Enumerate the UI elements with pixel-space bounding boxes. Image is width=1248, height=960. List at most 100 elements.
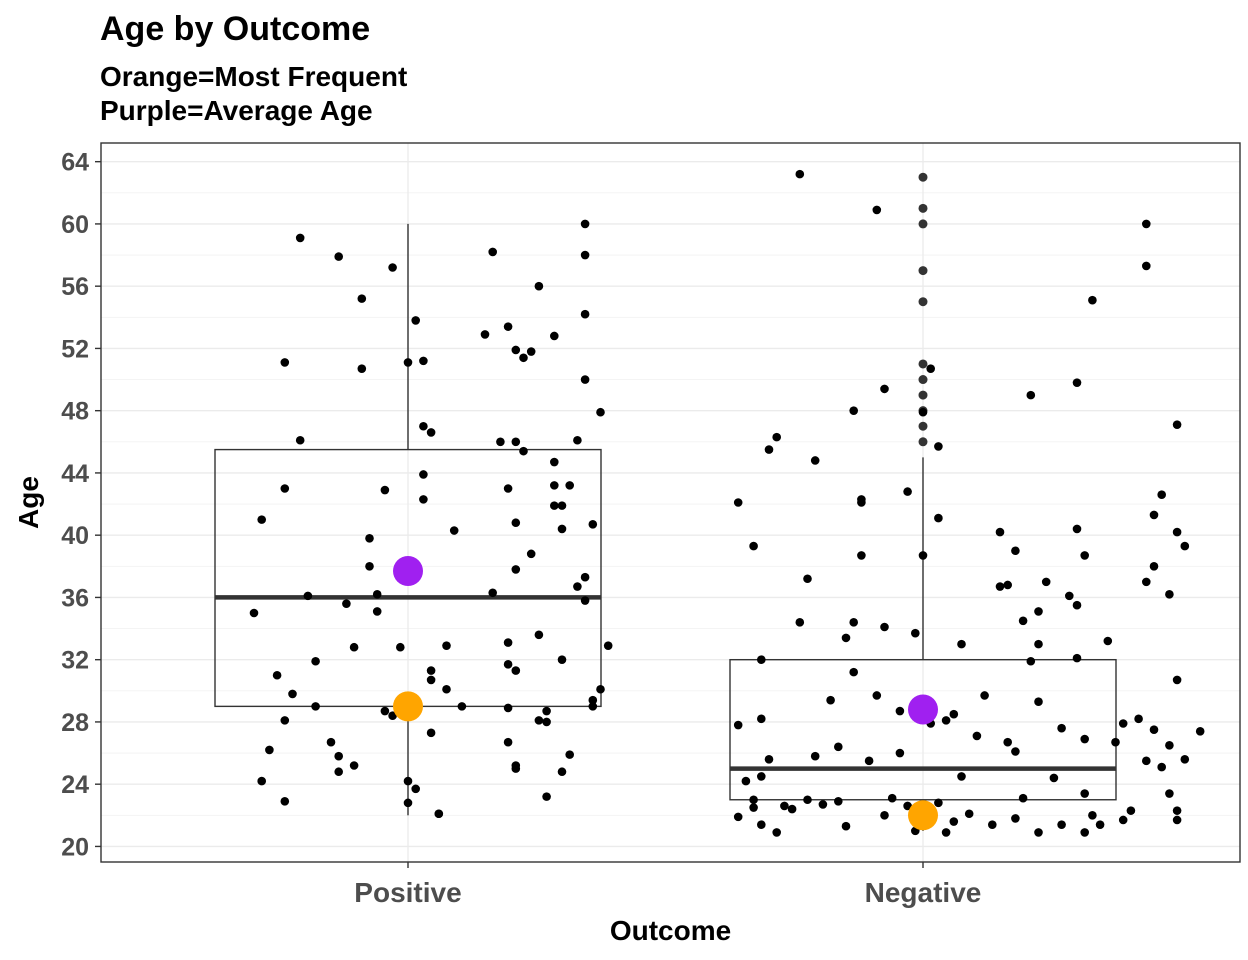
- data-point: [1080, 551, 1089, 560]
- y-tick-label: 52: [61, 335, 89, 363]
- data-point: [1072, 653, 1082, 663]
- data-point: [550, 457, 559, 467]
- data-point: [941, 716, 951, 725]
- data-point: [265, 745, 274, 755]
- data-point: [757, 820, 766, 829]
- data-point: [580, 572, 590, 582]
- data-point: [403, 776, 413, 786]
- data-point: [511, 518, 521, 528]
- summary-markers-layer: [393, 555, 938, 831]
- data-point: [442, 684, 451, 694]
- data-point: [419, 470, 428, 479]
- data-point: [573, 435, 582, 445]
- data-point: [550, 331, 559, 341]
- data-point: [949, 817, 959, 826]
- data-point: [733, 812, 743, 822]
- data-point: [449, 526, 459, 535]
- data-point: [795, 169, 805, 179]
- data-point: [1134, 714, 1143, 724]
- data-point: [280, 484, 290, 493]
- data-point: [1065, 591, 1074, 601]
- data-point: [511, 565, 521, 574]
- data-point: [1172, 675, 1182, 685]
- y-tick-label: 56: [61, 273, 89, 301]
- data-point: [1111, 737, 1120, 747]
- data-point: [403, 358, 413, 367]
- data-point: [1103, 636, 1113, 646]
- data-point: [542, 717, 551, 727]
- data-point: [810, 751, 820, 761]
- y-axis-ticks: 20 24 28 32 36 40 44 48 52 56 60 64: [61, 149, 101, 861]
- data-point: [526, 549, 536, 559]
- y-tick-label: 40: [61, 522, 89, 550]
- data-point: [1142, 577, 1151, 587]
- data-point: [872, 205, 882, 215]
- data-point: [442, 641, 451, 650]
- data-point: [411, 784, 421, 794]
- data-point: [1072, 378, 1082, 387]
- data-point: [841, 821, 851, 831]
- data-point: [580, 219, 590, 229]
- data-point: [926, 364, 935, 373]
- data-point: [949, 709, 959, 719]
- y-tick-label: 24: [61, 771, 89, 799]
- data-point: [557, 767, 567, 777]
- boxes-layer: [214, 172, 1117, 831]
- data-point: [1142, 261, 1151, 271]
- data-point: [1165, 789, 1174, 798]
- data-point: [1149, 562, 1159, 571]
- data-point: [864, 756, 874, 766]
- data-point: [596, 684, 605, 694]
- data-point: [1072, 524, 1082, 534]
- data-point: [580, 375, 590, 384]
- data-point: [488, 588, 498, 598]
- data-point: [580, 596, 590, 605]
- data-point: [757, 655, 766, 664]
- subtitle-line-mode: Orange=Most Frequent: [100, 61, 408, 92]
- data-point: [764, 445, 774, 454]
- data-point: [780, 801, 789, 811]
- x-axis-label: Outcome: [610, 915, 731, 946]
- y-tick-label: 44: [61, 460, 89, 488]
- data-point: [1165, 740, 1174, 750]
- data-point: [880, 622, 889, 632]
- data-point: [964, 809, 974, 819]
- data-point: [1172, 527, 1182, 537]
- data-point: [534, 281, 544, 291]
- data-point: [1157, 762, 1166, 772]
- data-point: [764, 754, 774, 764]
- data-point: [957, 639, 966, 649]
- data-point: [480, 330, 490, 339]
- data-point: [249, 608, 259, 618]
- points-layer: [249, 169, 1205, 837]
- data-point: [1072, 600, 1082, 610]
- data-point: [380, 706, 390, 716]
- data-point: [1018, 793, 1028, 803]
- y-tick-label: 32: [61, 647, 89, 675]
- y-tick-label: 48: [61, 398, 89, 426]
- data-point: [934, 513, 943, 523]
- data-point: [419, 421, 428, 431]
- data-point: [1126, 806, 1136, 815]
- data-point: [303, 591, 313, 601]
- data-point: [895, 748, 905, 758]
- data-point: [772, 432, 781, 442]
- data-point: [1118, 815, 1128, 825]
- data-point: [1180, 541, 1190, 551]
- data-point: [311, 656, 320, 666]
- data-point: [1034, 639, 1043, 649]
- data-point: [1011, 814, 1020, 823]
- data-point: [826, 695, 835, 705]
- data-point: [511, 764, 521, 773]
- data-point: [749, 803, 758, 812]
- data-point: [588, 695, 598, 705]
- data-point: [1157, 490, 1166, 500]
- data-point: [396, 642, 405, 652]
- mode-marker: [393, 691, 423, 722]
- mean-marker: [908, 694, 938, 725]
- chart-subtitle: Orange=Most Frequent Purple=Average Age: [100, 60, 407, 128]
- data-point: [1026, 656, 1036, 666]
- data-point: [588, 519, 598, 529]
- data-point: [280, 358, 290, 367]
